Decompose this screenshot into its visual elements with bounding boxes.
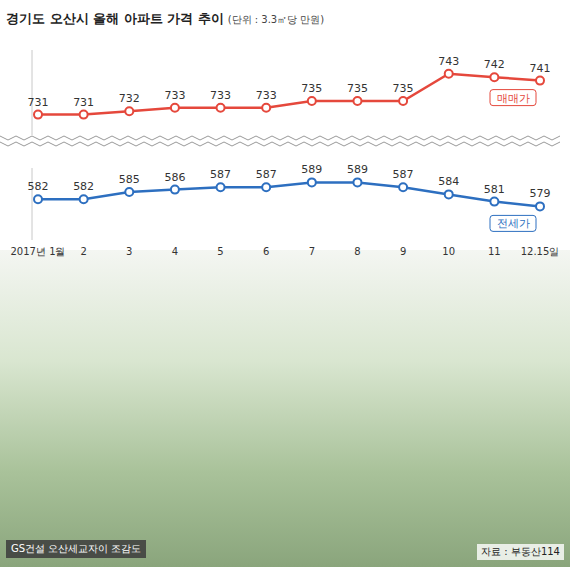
svg-text:587: 587	[210, 168, 231, 181]
svg-text:582: 582	[28, 180, 49, 193]
svg-text:11: 11	[488, 246, 501, 257]
svg-text:581: 581	[484, 183, 505, 196]
svg-text:8: 8	[354, 246, 360, 257]
svg-text:743: 743	[438, 55, 459, 68]
svg-text:731: 731	[28, 96, 49, 109]
svg-text:586: 586	[164, 171, 185, 184]
svg-text:10: 10	[442, 246, 455, 257]
svg-text:735: 735	[301, 82, 322, 95]
svg-text:582: 582	[73, 180, 94, 193]
svg-text:2017년 1월: 2017년 1월	[11, 246, 66, 257]
svg-text:589: 589	[301, 163, 322, 176]
svg-text:733: 733	[164, 89, 185, 102]
svg-text:6: 6	[263, 246, 269, 257]
svg-text:579: 579	[530, 187, 551, 200]
html-text:GS건설 오산세교자이 조감도: GS건설 오산세교자이 조감도	[11, 543, 142, 554]
html-text:자료 : 부동산114: 자료 : 부동산114	[481, 546, 560, 557]
svg-text:7: 7	[309, 246, 315, 257]
svg-text:735: 735	[347, 82, 368, 95]
svg-text:732: 732	[119, 92, 140, 105]
svg-text:585: 585	[119, 173, 140, 186]
svg-text:733: 733	[256, 89, 277, 102]
svg-text:584: 584	[438, 175, 459, 188]
svg-text:9: 9	[400, 246, 406, 257]
svg-text:731: 731	[73, 96, 94, 109]
svg-text:2: 2	[80, 246, 86, 257]
svg-text:전세가: 전세가	[497, 217, 530, 230]
svg-text:3: 3	[126, 246, 132, 257]
html-text:경기도 오산시 올해 아파트 가격 추이 (단위 : 3.3: 경기도 오산시 올해 아파트 가격 추이 (단위 : 3.3㎡당 만원)	[6, 11, 325, 26]
svg-text:733: 733	[210, 89, 231, 102]
svg-text:587: 587	[393, 168, 414, 181]
svg-text:매매가: 매매가	[497, 92, 530, 105]
svg-text:735: 735	[393, 82, 414, 95]
svg-text:5: 5	[217, 246, 223, 257]
svg-text:12.15일: 12.15일	[521, 246, 560, 257]
svg-text:587: 587	[256, 168, 277, 181]
svg-text:589: 589	[347, 163, 368, 176]
svg-text:742: 742	[484, 58, 505, 71]
svg-text:4: 4	[172, 246, 178, 257]
svg-text:741: 741	[530, 62, 551, 75]
